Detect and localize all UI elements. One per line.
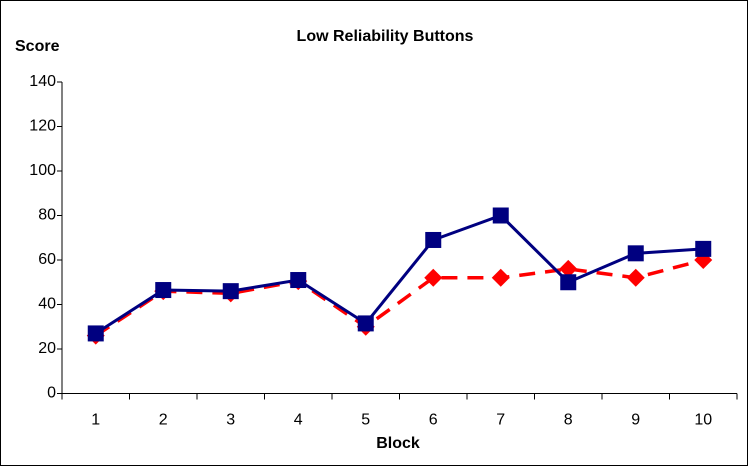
square-marker (425, 231, 442, 248)
x-tick-label: 7 (496, 412, 505, 429)
x-tick-label: 9 (631, 412, 640, 429)
square-marker (222, 283, 239, 300)
square-marker (155, 282, 172, 299)
diamond-marker (626, 268, 645, 287)
square-marker (87, 325, 104, 342)
square-marker (357, 315, 374, 332)
square-marker (695, 240, 712, 257)
y-tick-label: 40 (38, 296, 56, 313)
diamond-marker (424, 268, 443, 287)
x-tick-label: 6 (429, 412, 438, 429)
square-marker (290, 272, 307, 289)
square-marker (560, 274, 577, 291)
y-tick-label: 140 (29, 73, 56, 90)
x-tick-label: 3 (226, 412, 235, 429)
diamond-marker (491, 268, 510, 287)
x-axis-label: Block (376, 435, 420, 452)
y-tick-label: 100 (29, 162, 56, 179)
series-line (94, 258, 704, 338)
series-line (94, 213, 704, 335)
square-marker (627, 245, 644, 262)
y-axis-label: Score (15, 38, 60, 55)
x-tick-label: 4 (294, 412, 303, 429)
y-tick-label: 80 (38, 207, 56, 224)
y-tick-label: 60 (38, 251, 56, 268)
diamond-marker (559, 259, 578, 278)
y-tick-label: 20 (38, 340, 56, 357)
y-tick-label: 0 (47, 385, 56, 402)
y-tick-label: 120 (29, 118, 56, 135)
chart-title: Low Reliability Buttons (297, 28, 474, 45)
x-tick-label: 10 (694, 412, 712, 429)
x-tick-label: 8 (564, 412, 573, 429)
x-tick-label: 1 (91, 412, 100, 429)
square-marker (492, 207, 509, 224)
x-tick-label: 2 (159, 412, 168, 429)
x-tick-label: 5 (361, 412, 370, 429)
